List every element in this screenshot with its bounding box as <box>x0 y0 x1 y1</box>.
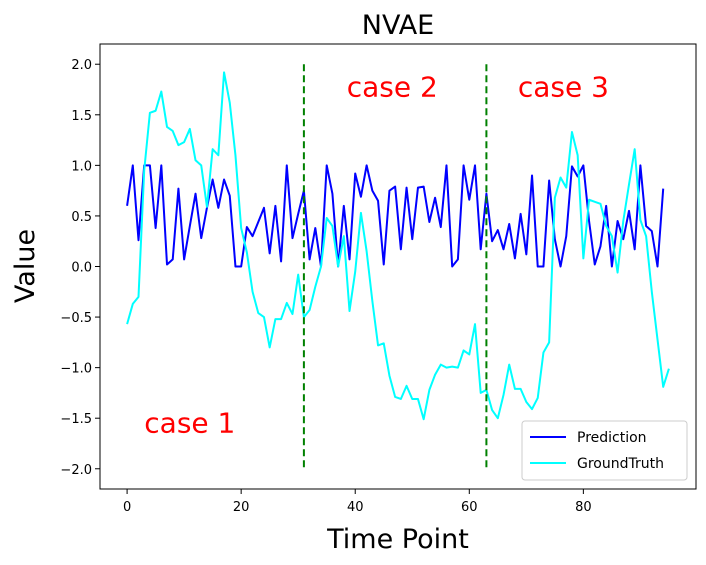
chart-title: NVAE <box>362 10 434 41</box>
y-tick-label--2: −2.0 <box>60 463 92 478</box>
x-axis-label: Time Point <box>326 524 469 555</box>
series-line-prediction <box>126 164 665 268</box>
y-tick-label--1.5: −1.5 <box>60 412 92 427</box>
legend-label-prediction: Prediction <box>577 430 647 446</box>
x-tick-label-20: 20 <box>233 500 250 515</box>
y-tick-label-0: 0.0 <box>71 261 92 276</box>
y-tick-label-1: 1.0 <box>71 159 92 174</box>
y-axis-label: Value <box>10 229 41 303</box>
y-tick-label-0.5: 0.5 <box>71 210 92 225</box>
legend: Prediction GroundTruth <box>521 420 688 481</box>
x-tick-label-60: 60 <box>461 500 478 515</box>
y-tick-label-1.5: 1.5 <box>71 109 92 124</box>
x-tick-label-80: 80 <box>575 500 592 515</box>
x-tick-label-0: 0 <box>123 500 131 515</box>
y-tick-label-2: 2.0 <box>71 58 92 73</box>
annotation-case-3: case 3 <box>518 71 609 104</box>
x-tick-label-40: 40 <box>347 500 364 515</box>
annotation-case-1: case 1 <box>144 406 235 439</box>
annotation-case-2: case 2 <box>347 71 438 104</box>
legend-label-groundtruth: GroundTruth <box>577 456 664 472</box>
legend-box <box>521 420 688 481</box>
y-tick-label--1: −1.0 <box>60 362 92 377</box>
plot-area: case 1 case 2 case 3 0 20 40 60 80 −2.0 −1.5 −1.0 −… <box>60 43 697 515</box>
y-tick-label--0.5: −0.5 <box>60 311 92 326</box>
series-line-groundtruth <box>126 71 670 421</box>
